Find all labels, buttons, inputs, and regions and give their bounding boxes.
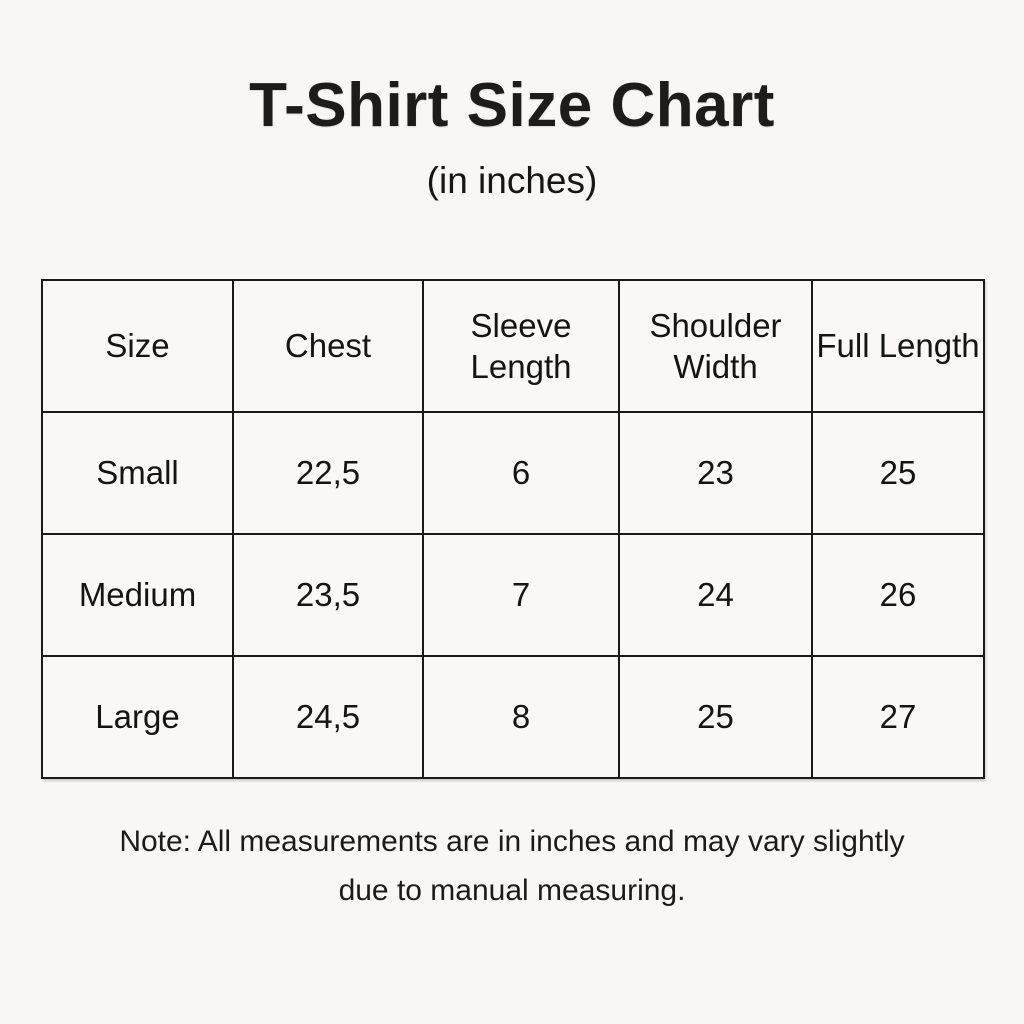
note-line-1: Note: All measurements are in inches and…: [119, 825, 905, 858]
cell-full-length: 25: [811, 411, 985, 535]
cell-sleeve-length: 7: [422, 533, 620, 657]
size-table: Size Chest Sleeve Length Shoulder Width …: [41, 279, 985, 779]
table-header-row: Size Chest Sleeve Length Shoulder Width …: [41, 279, 985, 413]
note-line-2: due to manual measuring.: [338, 873, 686, 907]
column-header-sleeve-length: Sleeve Length: [422, 279, 620, 413]
cell-size-label: Small: [41, 411, 234, 535]
cell-chest: 24,5: [232, 655, 424, 779]
table-row-small: Small 22,5 6 23 25: [41, 411, 985, 535]
column-header-shoulder-width: Shoulder Width: [618, 279, 813, 413]
cell-full-length: 26: [811, 533, 985, 657]
cell-sleeve-length: 6: [422, 411, 620, 535]
column-header-chest: Chest: [232, 279, 424, 413]
table-row-large: Large 24,5 8 25 27: [41, 655, 985, 779]
cell-chest: 22,5: [232, 411, 424, 535]
cell-shoulder-width: 23: [618, 411, 813, 535]
cell-full-length: 27: [811, 655, 985, 779]
table-row-medium: Medium 23,5 7 24 26: [41, 533, 985, 657]
cell-size-label: Large: [41, 655, 234, 779]
column-header-size: Size: [41, 279, 234, 413]
measurement-note: Note: All measurements are in inches and…: [0, 818, 1024, 915]
page-subtitle: (in inches): [426, 160, 598, 201]
column-header-full-length: Full Length: [811, 279, 985, 413]
cell-shoulder-width: 25: [618, 655, 813, 779]
cell-shoulder-width: 24: [618, 533, 813, 657]
cell-size-label: Medium: [41, 533, 234, 657]
cell-sleeve-length: 8: [422, 655, 620, 779]
cell-chest: 23,5: [232, 533, 424, 657]
page-title: T-Shirt Size Chart: [249, 71, 775, 140]
